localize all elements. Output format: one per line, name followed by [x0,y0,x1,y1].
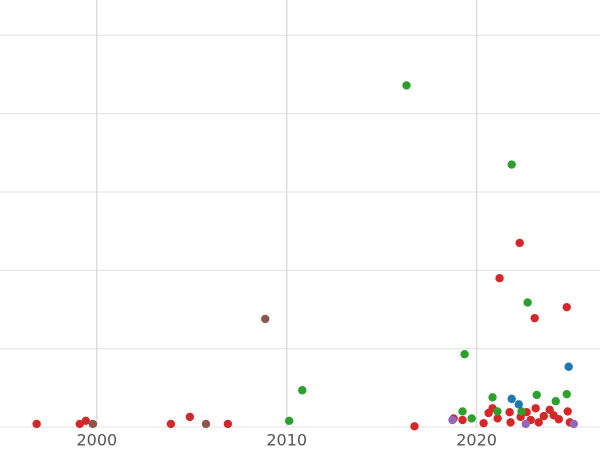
point [563,407,572,416]
point [564,362,573,371]
point [562,389,571,399]
point [507,394,516,404]
point [185,412,195,422]
point [166,419,176,429]
x-tick-label: 2010 [266,431,307,450]
point [505,407,514,417]
point [484,408,493,418]
point [488,393,497,402]
point [284,416,294,426]
point [493,407,502,416]
point [448,415,457,425]
point [458,415,467,425]
point [515,238,524,248]
point [261,314,270,324]
point [479,418,488,428]
point [569,419,578,429]
point [495,273,504,283]
point [523,298,532,307]
point [507,160,516,169]
point [223,419,233,429]
point [521,419,530,429]
x-tick-label: 2000 [76,431,117,450]
point [298,386,307,395]
point [402,81,411,90]
point [539,411,548,421]
point [88,419,98,429]
point [506,418,515,427]
point [562,302,571,312]
x-tick-label: 2020 [456,431,497,450]
point [551,397,560,406]
point [530,313,539,323]
point [410,422,419,431]
point [458,407,467,416]
point [81,416,91,426]
point [531,404,540,413]
point [517,407,526,416]
point [532,390,541,400]
point [534,418,543,427]
point [514,400,523,409]
point [201,419,211,429]
point [32,419,41,429]
point [460,350,469,359]
point [467,414,476,423]
point [493,414,502,423]
point [554,415,563,424]
